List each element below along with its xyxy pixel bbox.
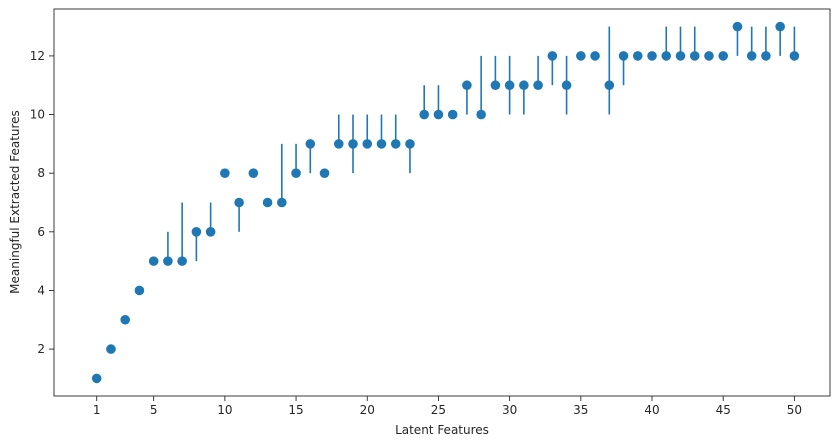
- y-tick-label: 6: [37, 225, 45, 239]
- data-point: [547, 51, 558, 61]
- data-point: [689, 51, 700, 61]
- data-point: [647, 51, 657, 61]
- y-axis-ticks: 2 4 6 8 10 12: [30, 49, 54, 356]
- data-point: [91, 373, 102, 384]
- data-point: [504, 80, 515, 91]
- data-point: [490, 80, 501, 91]
- x-tick-label: 10: [217, 403, 232, 417]
- x-tick-label: 1: [93, 403, 101, 417]
- data-point: [319, 168, 330, 178]
- data-point: [405, 139, 415, 149]
- data-point: [163, 256, 173, 266]
- data-point: [561, 80, 572, 91]
- data-point: [205, 227, 216, 237]
- data-point: [675, 51, 686, 61]
- data-point: [277, 197, 287, 208]
- data-point: [134, 285, 145, 296]
- data-point: [248, 168, 259, 178]
- data-point: [447, 109, 458, 120]
- data-point: [390, 139, 401, 149]
- data-point: [576, 51, 586, 61]
- data-point: [761, 51, 771, 61]
- data-point: [718, 51, 729, 61]
- data-point: [704, 51, 714, 61]
- x-tick-label: 25: [431, 403, 446, 417]
- plot-area: [53, 8, 831, 397]
- data-point: [789, 51, 800, 61]
- data-point: [604, 80, 615, 91]
- data-point: [148, 256, 159, 266]
- x-tick-label: 50: [787, 403, 802, 417]
- y-tick-label: 10: [30, 108, 45, 122]
- data-point: [519, 80, 529, 91]
- x-axis-label: Latent Features: [395, 423, 489, 437]
- x-tick-label: 5: [150, 403, 158, 417]
- data-point: [462, 80, 472, 91]
- data-point: [120, 314, 130, 325]
- data-point: [362, 139, 373, 149]
- data-point: [333, 139, 344, 149]
- x-tick-label: 45: [716, 403, 731, 417]
- y-axis-label: Meaningful Extracted Features: [8, 110, 22, 294]
- data-point: [476, 109, 486, 120]
- data-point: [632, 51, 643, 61]
- y-tick-label: 12: [30, 49, 45, 63]
- data-point: [177, 256, 187, 266]
- data-point: [661, 51, 672, 61]
- data-point: [305, 139, 316, 149]
- data-point: [348, 139, 358, 149]
- data-point: [191, 227, 202, 237]
- data-point: [533, 80, 543, 91]
- data-point: [433, 109, 444, 120]
- data-point: [234, 197, 244, 208]
- x-tick-label: 15: [288, 403, 303, 417]
- data-point: [419, 109, 430, 120]
- data-point: [262, 197, 273, 208]
- error-bars: [167, 26, 796, 262]
- data-point: [376, 139, 387, 149]
- x-tick-label: 35: [573, 403, 588, 417]
- x-tick-label: 40: [644, 403, 659, 417]
- y-tick-label: 8: [37, 166, 45, 180]
- x-tick-label: 20: [360, 403, 375, 417]
- x-axis-ticks: 1 5 10 15 20 25 30 35 40 45 50: [93, 396, 802, 417]
- data-point: [618, 51, 629, 61]
- data-point: [291, 168, 301, 178]
- data-point: [746, 51, 757, 61]
- data-points: [91, 21, 800, 384]
- y-tick-label: 4: [37, 283, 45, 297]
- data-point: [220, 168, 230, 178]
- data-point: [732, 21, 743, 32]
- x-tick-label: 30: [502, 403, 517, 417]
- data-point: [590, 51, 600, 61]
- y-tick-label: 2: [37, 342, 45, 356]
- data-point: [775, 21, 785, 32]
- data-point: [106, 344, 116, 354]
